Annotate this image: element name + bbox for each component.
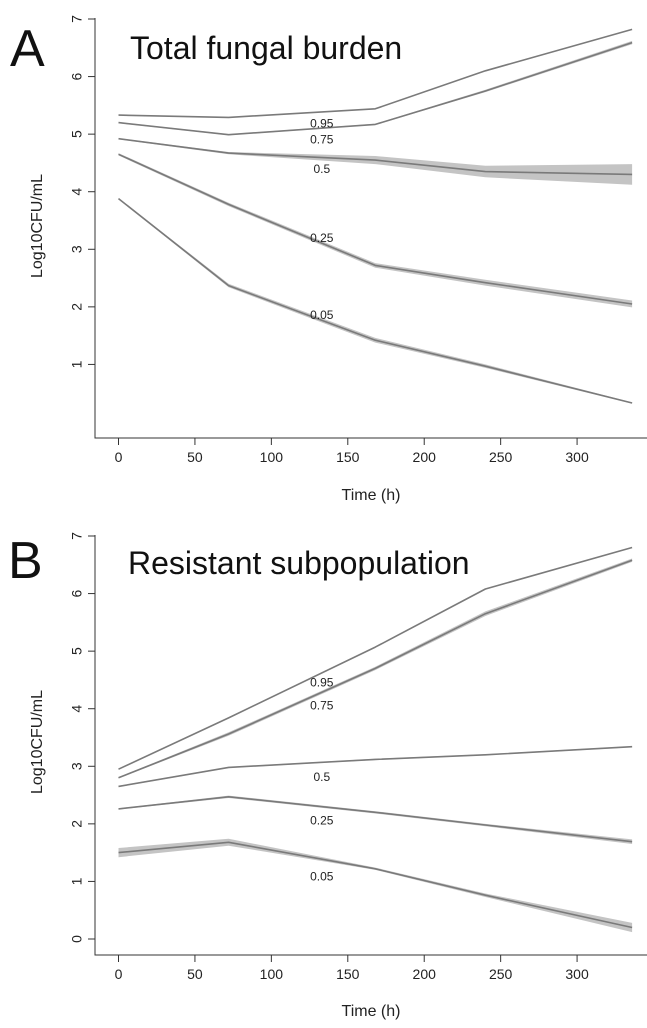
panel-a-quantile-label: 0.5	[313, 162, 330, 176]
panel-b-series-q025	[118, 795, 633, 843]
panel-a-x-axis-title: Time (h)	[342, 487, 401, 504]
panel-b-series-q095	[118, 546, 633, 770]
panel-b-y-tick-label: 4	[69, 705, 85, 713]
panel-a-series-q05	[118, 137, 633, 176]
panel-b-series-q075	[118, 559, 633, 779]
panel-a-quantile-label: 0.95	[310, 117, 334, 131]
panel-a-y-tick-label: 2	[69, 303, 85, 311]
panel-b-band-q025	[118, 795, 633, 844]
panel-a-x-tick-label: 0	[115, 449, 123, 465]
panel-b-x-tick-label: 50	[187, 966, 203, 982]
panel-b-y-tick-label: 7	[69, 532, 85, 540]
panel-b-quantile-label: 0.5	[313, 770, 330, 784]
panel-a-y-tick-label: 1	[69, 360, 85, 368]
panel-a-quantile-label: 0.05	[310, 308, 334, 322]
panel-a-title: Total fungal burden	[130, 30, 402, 66]
panel-a-series-q075	[118, 41, 633, 136]
panel-b-x-tick-label: 300	[565, 966, 589, 982]
panel-a-band-q005	[118, 198, 633, 404]
panel-a-letter: A	[10, 20, 45, 78]
panel-b-y-tick-label: 1	[69, 877, 85, 885]
panel-b-letter: B	[8, 532, 43, 590]
panel-b-y-tick-label: 2	[69, 820, 85, 828]
panel-b: B Resistant subpopulation 0 1 2 3 4 5 6 7 0 50 100…	[8, 532, 647, 1020]
panel-b-y-tick-label: 6	[69, 589, 85, 597]
panel-a-band-q05	[118, 138, 633, 185]
panel-b-quantile-label: 0.25	[310, 814, 334, 828]
panel-a-x-tick-label: 300	[565, 449, 589, 465]
panel-b-y-tick-label: 3	[69, 762, 85, 770]
panel-a-x-tick-label: 200	[413, 449, 437, 465]
panel-a-plot: 1 2 3 4 5 6 7 0 50 100 150 200 250 300 0.95 0.75 0.5 0.25…	[69, 15, 647, 465]
panel-b-series-q005	[118, 841, 633, 929]
panel-b-x-tick-label: 100	[260, 966, 284, 982]
panel-b-band-q05	[118, 746, 633, 787]
panel-a-quantile-label: 0.75	[310, 133, 334, 147]
panel-a-x-tick-label: 250	[489, 449, 513, 465]
panel-b-y-axis-title: Log10CFU/mL	[29, 690, 46, 794]
panel-a-y-axis-title: Log10CFU/mL	[29, 174, 46, 278]
panel-a-y-tick-label: 6	[69, 72, 85, 80]
panel-b-band-q005	[118, 838, 633, 933]
panel-b-axes	[94, 535, 647, 956]
panel-a-series-q005	[118, 197, 633, 404]
panel-b-quantile-label: 0.75	[310, 699, 334, 713]
panel-b-x-tick-label: 200	[413, 966, 437, 982]
panel-a-series-q025	[118, 153, 633, 305]
panel-a-series-q095	[118, 28, 633, 119]
panel-b-x-axis-title: Time (h)	[342, 1003, 401, 1020]
panel-b-y-tick-label: 0	[69, 935, 85, 943]
panel-a-y-tick-label: 4	[69, 188, 85, 196]
panel-a-quantile-label: 0.25	[310, 231, 334, 245]
panel-a-y-tick-label: 3	[69, 245, 85, 253]
panel-b-plot: 0 1 2 3 4 5 6 7 0 50 100 150 200 250 300 0.95 0.75 0.5 0.2…	[69, 532, 647, 982]
panel-b-title: Resistant subpopulation	[128, 545, 470, 581]
panel-b-x-tick-label: 250	[489, 966, 513, 982]
panel-b-quantile-label: 0.05	[310, 870, 334, 884]
panel-a-y-tick-label: 5	[69, 130, 85, 138]
panel-b-quantile-label: 0.95	[310, 676, 334, 690]
panel-a-y-tick-label: 7	[69, 15, 85, 23]
panel-a-x-tick-label: 100	[260, 449, 284, 465]
panel-a-x-tick-label: 50	[187, 449, 203, 465]
panel-b-x-tick-label: 150	[336, 966, 360, 982]
panel-b-y-tick-label: 5	[69, 647, 85, 655]
panel-a-axes	[94, 18, 647, 439]
panel-a: A Total fungal burden 1 2 3 4 5 6 7 0 50 100 150 20…	[10, 15, 647, 504]
panel-a-x-tick-label: 150	[336, 449, 360, 465]
panel-b-series-q05	[118, 745, 633, 788]
panel-b-x-tick-label: 0	[115, 966, 123, 982]
